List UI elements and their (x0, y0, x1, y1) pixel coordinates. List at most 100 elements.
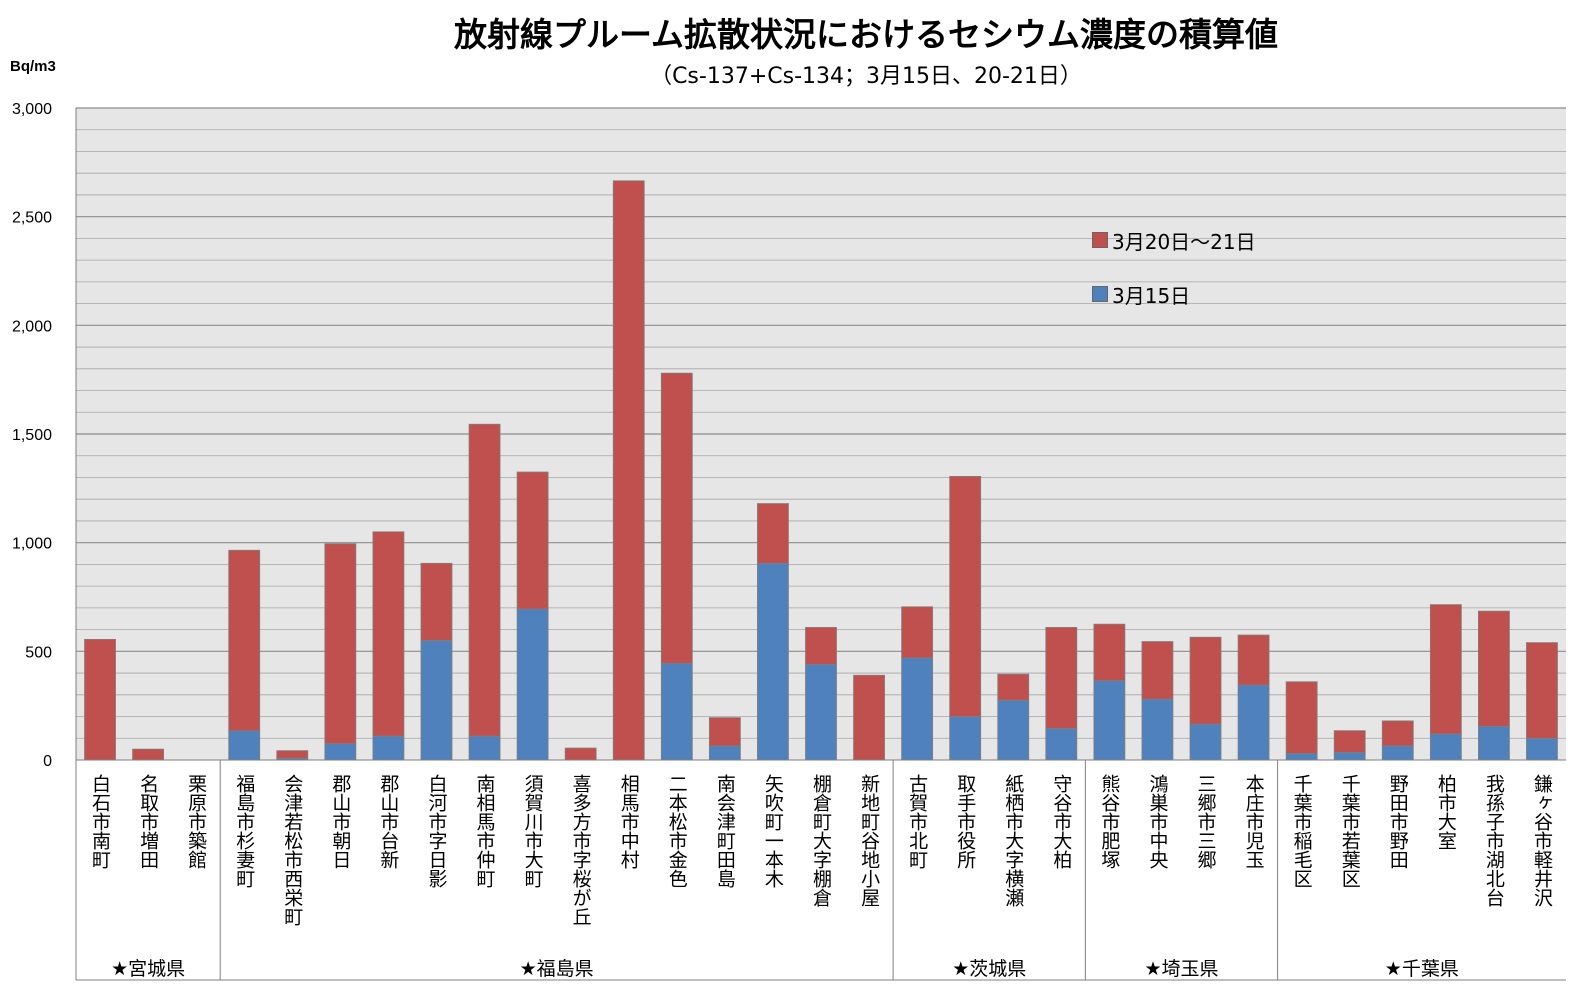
x-category-label: 郡山市朝日 (329, 774, 351, 869)
bar-segment (372, 531, 405, 737)
bar-segment (1189, 723, 1222, 761)
y-axis-unit-label: Bq/m3 (10, 58, 56, 75)
y-tick-label: 3,000 (12, 101, 52, 118)
y-tick-label: 2,000 (12, 318, 52, 335)
bar-segment (901, 657, 934, 761)
bar-segment (1429, 733, 1462, 761)
bar-segment (949, 475, 982, 717)
bar-segment (516, 471, 549, 610)
bar-segment (1045, 728, 1078, 761)
x-category-label: 南相馬市仲町 (474, 774, 496, 888)
x-category-label: 郡山市台新 (377, 774, 399, 869)
x-category-label: 白石市南町 (89, 774, 111, 869)
x-category-label: 取手市役所 (954, 774, 976, 869)
bar-segment (660, 662, 693, 761)
bar-segment (1237, 684, 1270, 761)
chart-subtitle: （Cs-137+Cs-134；3月15日、20-21日） (650, 64, 1082, 89)
y-tick-label: 1,500 (12, 427, 52, 444)
group-label: ★千葉県 (1385, 958, 1459, 980)
group-label: ★茨城県 (952, 958, 1026, 980)
bar-segment (853, 674, 885, 761)
bar-segment (1189, 636, 1222, 725)
x-category-label: 栗原市築館 (185, 774, 207, 869)
x-category-label: 矢吹町一本木 (762, 774, 784, 888)
bar-segment (516, 608, 549, 761)
bar-segment (1429, 604, 1462, 735)
x-category-label: 柏市大室 (1435, 774, 1457, 850)
bar-segment (1478, 725, 1510, 761)
bar-segment (564, 747, 597, 761)
x-category-label: 喜多方市字桜が丘 (570, 774, 592, 926)
y-tick-label: 0 (43, 753, 52, 770)
bar-segment (708, 745, 741, 761)
bar-segment (1141, 641, 1174, 700)
bar-segment (949, 716, 982, 761)
bar-segment (228, 730, 261, 761)
bar-segment (612, 180, 645, 761)
bar-segment (276, 750, 309, 759)
bar-segment (805, 627, 837, 665)
x-category-label: 野田市野田 (1387, 774, 1409, 869)
bar-segment (420, 640, 453, 761)
bar-segment (1333, 751, 1366, 761)
x-category-label: 須賀川市大町 (522, 774, 544, 888)
x-category-label: 鴻巣市中央 (1146, 774, 1168, 869)
bar-segment (1093, 680, 1126, 761)
x-category-label: 鎌ヶ谷市軽井沢 (1531, 774, 1553, 907)
x-category-label: 三郷市三郷 (1195, 774, 1217, 869)
x-category-label: 新地町谷地小屋 (858, 774, 880, 907)
bar-segment (1045, 627, 1078, 729)
bar-segment (468, 423, 501, 737)
bar-segment (1285, 681, 1318, 754)
bar-segment (757, 562, 789, 761)
x-category-label: 白河市字日影 (425, 774, 447, 888)
x-category-label: 棚倉町大字棚倉 (810, 774, 832, 907)
x-category-label: 相馬市中村 (618, 774, 640, 869)
bar-segment (1093, 623, 1126, 682)
bar-segment (1333, 730, 1366, 753)
legend-item-march-20-21: 3月20日～21日 (1092, 226, 1256, 254)
bar-segment (1526, 642, 1558, 739)
bar-segment (901, 606, 934, 659)
x-category-label: 千葉市稲毛区 (1291, 774, 1313, 888)
bar-segment (1478, 610, 1510, 727)
bar-segment (708, 717, 741, 747)
legend-item-march-15: 3月15日 (1092, 280, 1256, 308)
x-category-label: 紙栖市大字横瀬 (1002, 774, 1024, 907)
x-category-label: 熊谷市肥塚 (1098, 774, 1120, 869)
bar-segment (84, 638, 116, 761)
x-category-label: 本庄市児玉 (1243, 774, 1265, 869)
bar-segment (468, 735, 501, 761)
bar-segment (1381, 745, 1414, 761)
group-label: ★福島県 (520, 958, 594, 980)
bar-segment (372, 735, 405, 761)
group-label: ★埼玉県 (1144, 958, 1218, 980)
bar-segment (1526, 737, 1558, 761)
bar-segment (132, 748, 164, 761)
bar-segment (805, 663, 837, 761)
x-category-label: 千葉市若葉区 (1339, 774, 1361, 888)
x-category-label: 福島市杉妻町 (233, 774, 255, 888)
bar-segment (324, 543, 357, 745)
bar-segment (1285, 753, 1318, 761)
x-category-label: 名取市増田 (137, 774, 159, 869)
bar-segment (228, 549, 261, 732)
x-category-label: 古賀市北町 (906, 774, 928, 869)
bar-segment (997, 673, 1030, 701)
y-tick-label: 2,500 (12, 210, 52, 227)
legend-swatch-red (1092, 232, 1108, 248)
x-category-label: 我孫子市湖北台 (1483, 774, 1505, 907)
x-category-label: 守谷市大柏 (1050, 774, 1072, 869)
x-category-label: 会津若松市西栄町 (281, 774, 303, 926)
bar-segment (1141, 698, 1174, 761)
bar-segment (997, 699, 1030, 761)
bar-segment (1237, 634, 1270, 686)
chart-title: 放射線プルーム拡散状況におけるセシウム濃度の積算値 (453, 15, 1278, 54)
legend-label-march-20-21: 3月20日～21日 (1112, 229, 1256, 254)
x-category-label: 南会津町田島 (714, 774, 736, 889)
x-category-label: 二本松市金色 (666, 774, 688, 888)
y-tick-label: 1,000 (12, 536, 52, 553)
bar-segment (660, 372, 693, 664)
group-label: ★宮城県 (111, 958, 185, 980)
